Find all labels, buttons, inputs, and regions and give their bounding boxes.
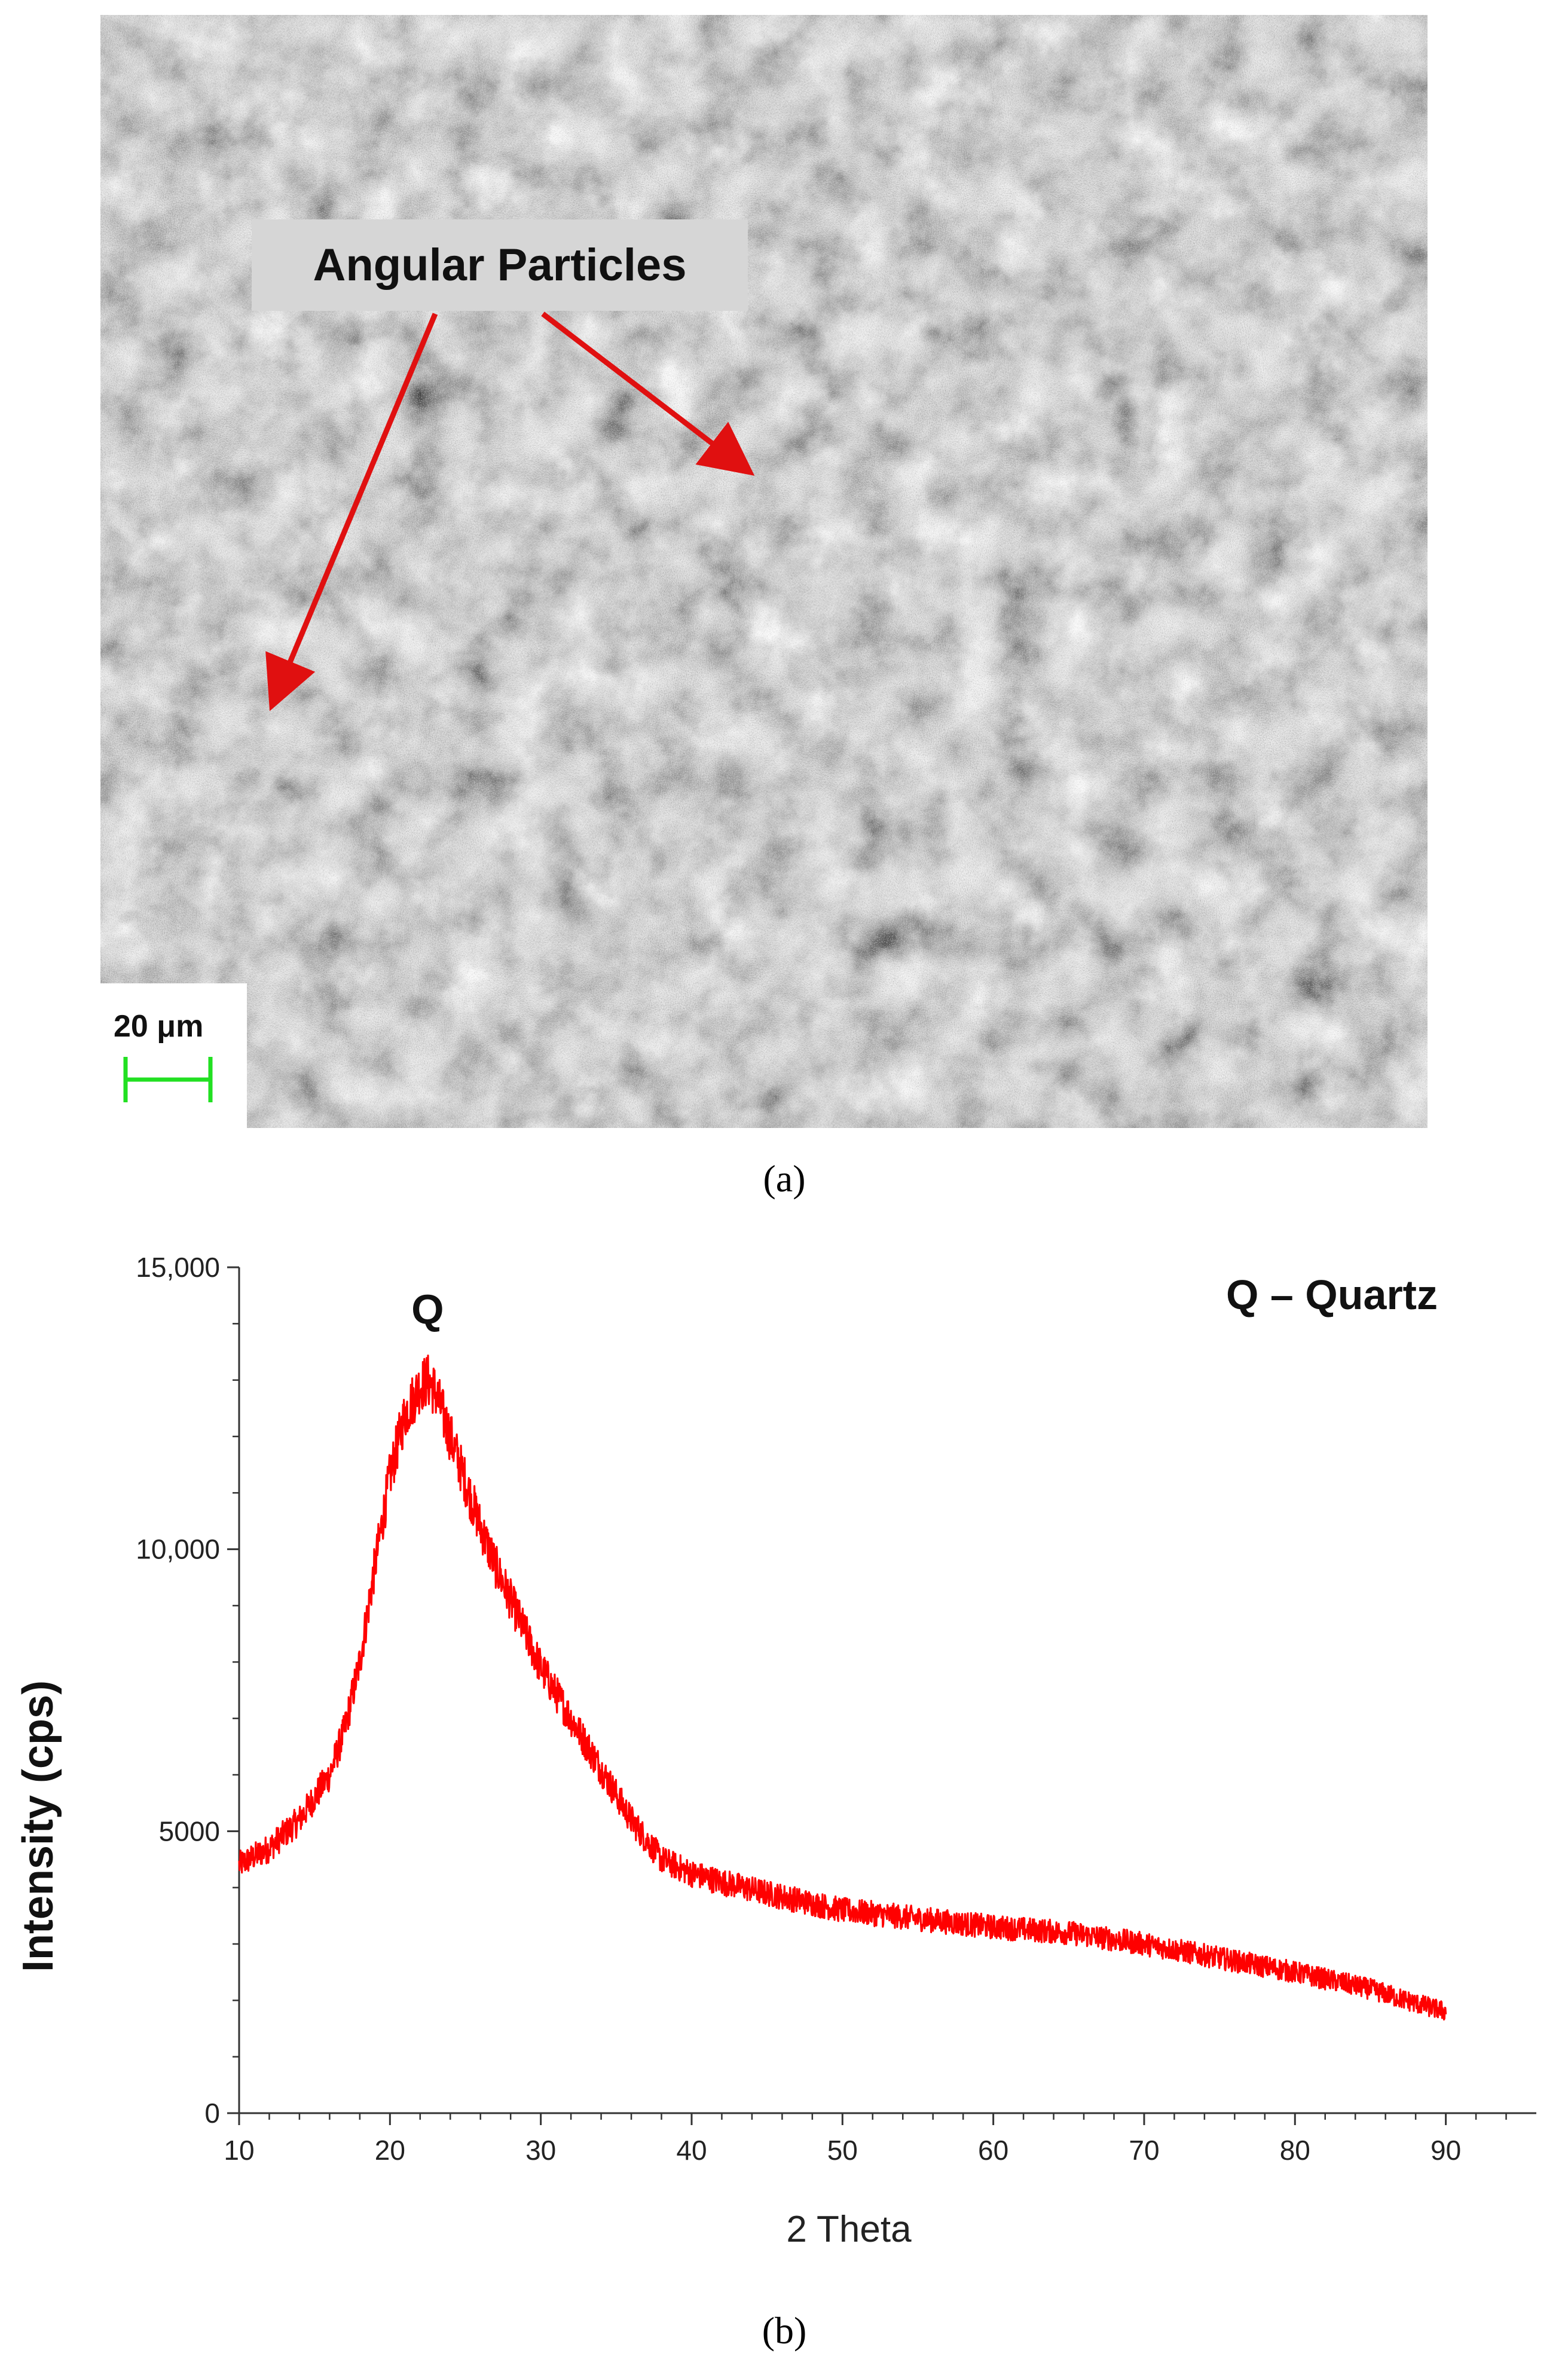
angular-particles-label: Angular Particles: [252, 219, 748, 311]
peak-label-q: Q: [411, 1286, 444, 1332]
x-tick-label: 90: [1431, 2135, 1461, 2166]
xrd-series-line: [238, 1355, 1447, 2020]
x-tick-label: 30: [525, 2135, 556, 2166]
y-tick-label: 10,000: [136, 1534, 220, 1565]
x-tick-label: 60: [978, 2135, 1008, 2166]
scale-bar-icon: [123, 1057, 213, 1102]
x-tick-label: 20: [375, 2135, 405, 2166]
y-axis-label: Intensity (cps): [14, 1680, 62, 1972]
arrow-right: [541, 311, 755, 476]
chart-ticks: 10 20 30 40 50 60 70 80 90 0 5000 10,000 15,000: [136, 1252, 1507, 2166]
sem-image: [100, 15, 1428, 1128]
arrow-left: [265, 313, 438, 711]
legend-quartz: Q – Quartz: [1226, 1271, 1438, 1318]
panel-b-caption: (b): [762, 2309, 807, 2352]
sem-micrograph: Angular Particles 20 μm: [100, 15, 1428, 1128]
x-tick-label: 10: [224, 2135, 254, 2166]
x-tick-label: 50: [827, 2135, 858, 2166]
scale-bar-box: 20 μm: [100, 983, 247, 1128]
x-axis-label: 2 Theta: [786, 2209, 912, 2250]
y-tick-label: 15,000: [136, 1252, 220, 1283]
y-tick-label: 0: [204, 2098, 220, 2129]
x-tick-label: 80: [1280, 2135, 1310, 2166]
x-tick-label: 40: [676, 2135, 707, 2166]
annotation-arrows: [265, 311, 755, 711]
x-tick-label: 70: [1129, 2135, 1159, 2166]
y-tick-label: 5000: [159, 1815, 220, 1847]
scale-bar-label: 20 μm: [114, 1009, 204, 1044]
xrd-chart: 10 20 30 40 50 60 70 80 90 0 5000 10,000 15,000 Q Q …: [14, 1252, 1536, 2250]
panel-a-caption: (a): [763, 1157, 806, 1200]
chart-axes: [238, 1267, 1536, 2114]
